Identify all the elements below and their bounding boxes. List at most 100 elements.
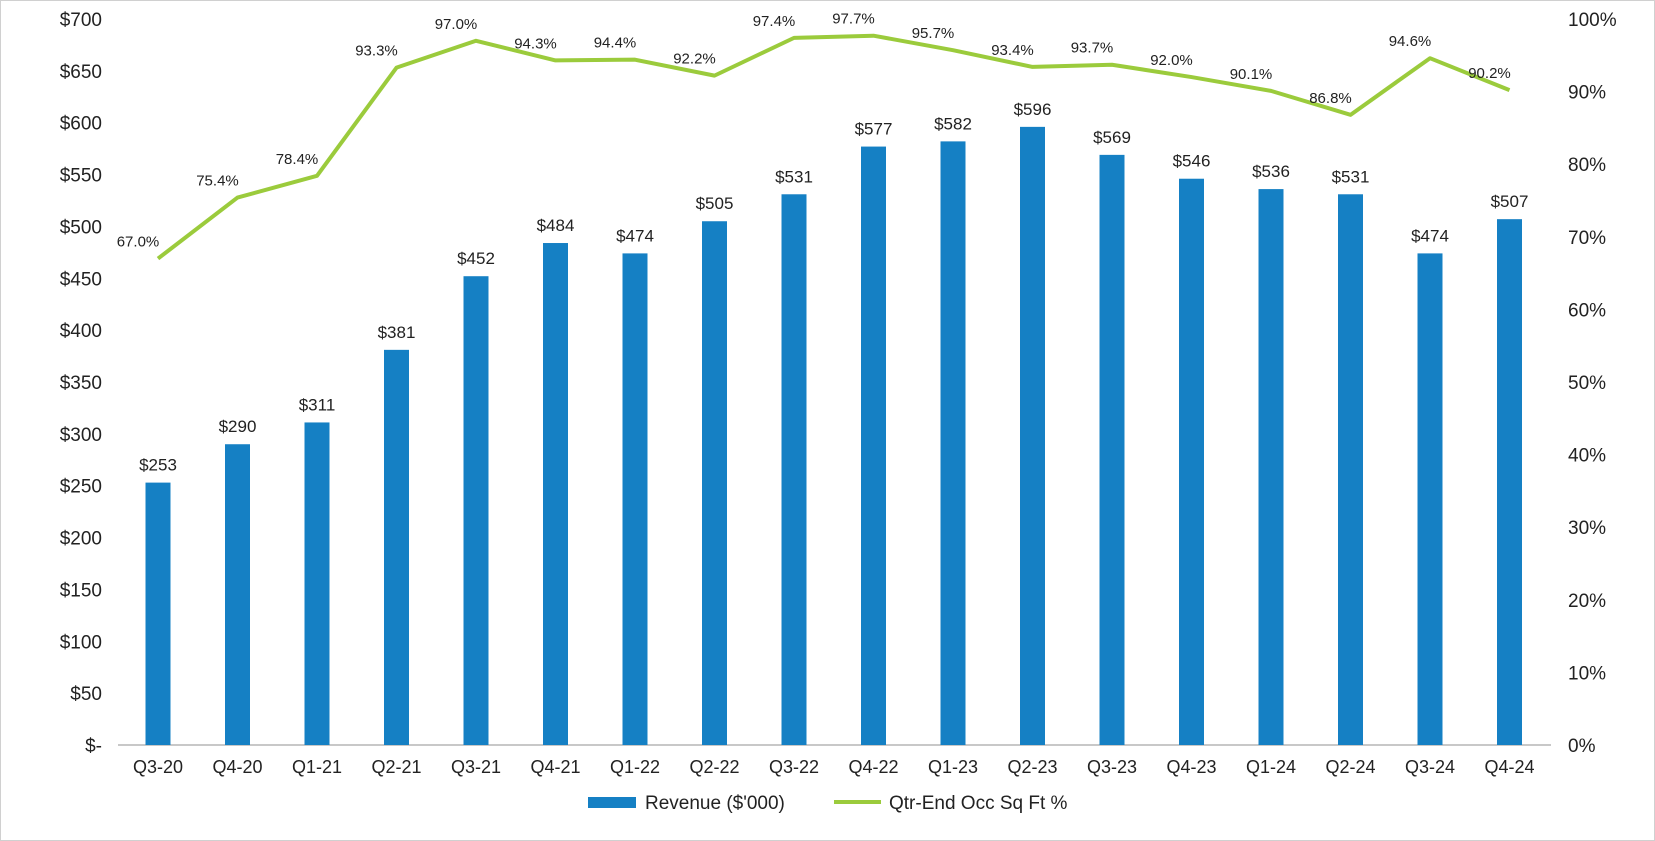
- revenue-bar: [384, 349, 409, 745]
- revenue-data-label: $569: [1093, 128, 1131, 147]
- occupancy-data-labels: 67.0% 75.4% 78.4% 93.3% 97.0% 94.3% 94.4% 92.2%…: [117, 11, 1511, 251]
- x-tick-label: Q1-22: [610, 757, 660, 777]
- revenue-data-label: $505: [696, 194, 734, 213]
- occupancy-data-label: 97.0%: [435, 16, 478, 33]
- revenue-data-label: $474: [1411, 226, 1449, 245]
- left-tick-label: $200: [60, 529, 102, 550]
- occupancy-data-label: 94.4%: [594, 35, 637, 52]
- x-tick-label: Q2-24: [1325, 757, 1375, 777]
- occupancy-data-label: 95.7%: [912, 25, 955, 42]
- occupancy-data-label: 94.6%: [1389, 33, 1432, 50]
- revenue-bar: [145, 482, 171, 745]
- left-tick-label: $-: [85, 736, 102, 757]
- left-tick-label: $250: [60, 477, 102, 498]
- occupancy-data-label: 97.7%: [832, 11, 875, 28]
- right-tick-label: 0%: [1568, 736, 1596, 757]
- right-tick-label: 90%: [1568, 83, 1606, 104]
- revenue-data-label: $531: [775, 167, 813, 186]
- revenue-data-label: $582: [934, 114, 972, 133]
- x-tick-label: Q1-21: [292, 757, 342, 777]
- x-tick-label: Q4-22: [848, 757, 898, 777]
- revenue-bar: [1258, 189, 1284, 745]
- legend-revenue-label: Revenue ($'000): [645, 793, 785, 814]
- left-tick-label: $650: [60, 62, 102, 83]
- revenue-bar: [1020, 126, 1045, 745]
- revenue-bar: [781, 194, 807, 745]
- revenue-data-label: $381: [378, 323, 416, 342]
- left-tick-label: $50: [70, 684, 102, 705]
- revenue-bar: [940, 141, 966, 745]
- right-tick-label: 30%: [1568, 518, 1606, 539]
- left-tick-label: $150: [60, 580, 102, 601]
- revenue-data-label: $290: [219, 417, 257, 436]
- right-tick-label: 40%: [1568, 446, 1606, 467]
- revenue-bar: [861, 146, 886, 745]
- revenue-bar: [702, 221, 727, 745]
- revenue-data-label: $577: [855, 120, 893, 139]
- revenue-bar: [1417, 253, 1443, 745]
- occupancy-data-label: 97.4%: [753, 13, 796, 30]
- revenue-data-label: $484: [537, 216, 575, 235]
- left-tick-label: $300: [60, 425, 102, 446]
- x-tick-label: Q3-23: [1087, 757, 1137, 777]
- occupancy-line: [156, 33, 1511, 261]
- x-tick-label: Q1-23: [928, 757, 978, 777]
- occupancy-data-label: 93.3%: [355, 43, 398, 60]
- revenue-bar: [622, 253, 648, 745]
- revenue-bar: [304, 422, 330, 745]
- left-tick-label: $550: [60, 166, 102, 187]
- left-tick-label: $700: [60, 10, 102, 31]
- x-tick-label: Q4-21: [530, 757, 580, 777]
- occupancy-data-label: 94.3%: [514, 35, 557, 52]
- legend: Revenue ($'000) Qtr-End Occ Sq Ft %: [588, 793, 1068, 814]
- left-tick-label: $450: [60, 269, 102, 290]
- revenue-data-labels: $253 $290 $311 $381 $452 $484 $474 $505 $531 $577…: [139, 100, 1528, 475]
- left-tick-label: $350: [60, 373, 102, 394]
- right-axis-ticks: 0% 10% 20% 30% 40% 50% 60% 70% 80% 90% 100%: [1568, 10, 1617, 757]
- right-tick-label: 80%: [1568, 155, 1606, 176]
- x-tick-label: Q2-23: [1007, 757, 1057, 777]
- revenue-data-label: $507: [1491, 192, 1529, 211]
- right-tick-label: 70%: [1568, 228, 1606, 249]
- x-tick-label: Q3-21: [451, 757, 501, 777]
- x-tick-label: Q4-23: [1166, 757, 1216, 777]
- occupancy-data-label: 78.4%: [276, 151, 319, 168]
- x-tick-label: Q3-24: [1405, 757, 1455, 777]
- right-tick-label: 100%: [1568, 10, 1617, 31]
- right-tick-label: 60%: [1568, 300, 1606, 321]
- revenue-data-label: $311: [299, 395, 336, 414]
- revenue-data-label: $531: [1332, 167, 1370, 186]
- revenue-bar: [463, 276, 489, 745]
- x-tick-label: Q1-24: [1246, 757, 1296, 777]
- left-tick-label: $400: [60, 321, 102, 342]
- revenue-bar: [1338, 194, 1363, 745]
- occupancy-data-label: 92.0%: [1150, 52, 1193, 69]
- x-tick-label: Q3-20: [133, 757, 183, 777]
- occupancy-data-label: 92.2%: [673, 51, 716, 68]
- x-tick-label: Q4-20: [212, 757, 262, 777]
- x-axis-labels: Q3-20 Q4-20 Q1-21 Q2-21 Q3-21 Q4-21 Q1-22 Q2-22…: [133, 757, 1535, 777]
- x-tick-label: Q3-22: [769, 757, 819, 777]
- revenue-data-label: $546: [1173, 152, 1211, 171]
- revenue-bar: [225, 444, 250, 745]
- revenue-data-label: $596: [1014, 100, 1052, 119]
- x-tick-label: Q4-24: [1484, 757, 1534, 777]
- occupancy-data-label: 93.4%: [991, 42, 1034, 59]
- right-tick-label: 50%: [1568, 373, 1606, 394]
- revenue-bar: [543, 243, 568, 745]
- revenue-data-label: $536: [1252, 162, 1290, 181]
- left-axis-ticks: $- $50 $100 $150 $200 $250 $300 $350 $400 $450 $50…: [60, 10, 102, 757]
- revenue-data-label: $474: [616, 226, 654, 245]
- occupancy-data-label: 75.4%: [196, 173, 239, 190]
- occupancy-data-label: 86.8%: [1309, 90, 1352, 107]
- revenue-bar: [1179, 178, 1204, 746]
- left-tick-label: $100: [60, 632, 102, 653]
- left-tick-label: $600: [60, 114, 102, 135]
- x-tick-label: Q2-22: [689, 757, 739, 777]
- legend-occupancy-label: Qtr-End Occ Sq Ft %: [889, 793, 1068, 814]
- occupancy-data-label: 67.0%: [117, 234, 160, 251]
- occupancy-data-label: 90.1%: [1230, 66, 1273, 83]
- revenue-data-label: $253: [139, 456, 177, 475]
- legend-revenue-swatch: [588, 797, 636, 808]
